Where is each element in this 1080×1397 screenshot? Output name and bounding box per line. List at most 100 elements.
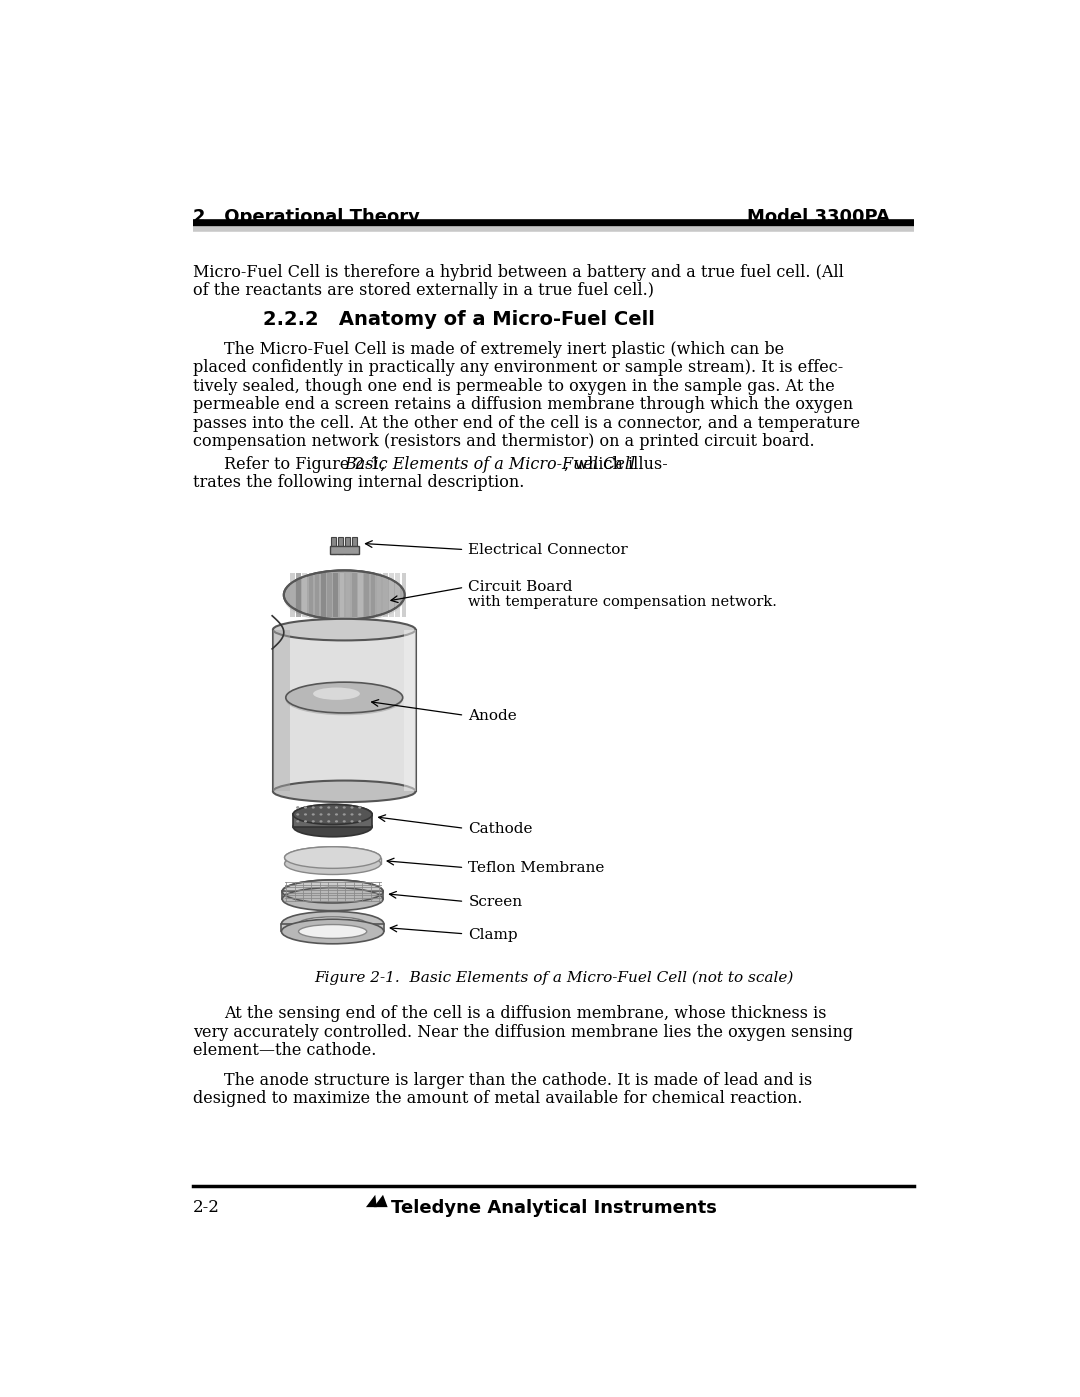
Ellipse shape [320, 806, 323, 809]
Text: permeable end a screen retains a diffusion membrane through which the oxygen: permeable end a screen retains a diffusi… [193, 397, 853, 414]
Ellipse shape [342, 813, 346, 816]
Bar [346, 538, 350, 555]
Ellipse shape [293, 817, 373, 837]
Text: Basic Elements of a Micro-Fuel Cell: Basic Elements of a Micro-Fuel Cell [345, 455, 635, 472]
Ellipse shape [359, 820, 362, 823]
Ellipse shape [296, 820, 299, 823]
Text: Clamp: Clamp [469, 928, 518, 942]
Ellipse shape [312, 806, 314, 809]
Text: of the reactants are stored externally in a true fuel cell.): of the reactants are stored externally i… [193, 282, 654, 299]
Text: The Micro-Fuel Cell is made of extremely inert plastic (which can be: The Micro-Fuel Cell is made of extremely… [225, 341, 784, 358]
Ellipse shape [327, 820, 330, 823]
Polygon shape [273, 630, 291, 791]
Ellipse shape [342, 820, 346, 823]
Ellipse shape [286, 685, 403, 715]
Bar [291, 573, 295, 617]
Text: placed confidently in practically any environment or sample stream). It is effec: placed confidently in practically any en… [193, 359, 843, 376]
Ellipse shape [342, 813, 346, 816]
Text: Anode: Anode [469, 710, 517, 724]
Ellipse shape [359, 806, 362, 809]
Ellipse shape [312, 820, 314, 823]
Bar [359, 573, 363, 617]
Ellipse shape [320, 806, 323, 809]
Bar [389, 573, 394, 617]
Text: Teledyne Analytical Instruments: Teledyne Analytical Instruments [391, 1200, 717, 1217]
Text: Electrical Connector: Electrical Connector [469, 543, 627, 557]
Bar [370, 573, 375, 617]
Polygon shape [282, 891, 383, 900]
Ellipse shape [293, 805, 373, 824]
Ellipse shape [284, 573, 405, 623]
Polygon shape [282, 923, 383, 932]
Ellipse shape [350, 820, 353, 823]
Polygon shape [366, 1194, 377, 1207]
Ellipse shape [320, 813, 323, 816]
Ellipse shape [327, 806, 330, 809]
Ellipse shape [350, 820, 353, 823]
Bar [302, 573, 307, 617]
Bar [338, 538, 343, 555]
Text: At the sensing end of the cell is a diffusion membrane, whose thickness is: At the sensing end of the cell is a diff… [225, 1006, 826, 1023]
Ellipse shape [303, 813, 307, 816]
Ellipse shape [296, 806, 299, 809]
Polygon shape [298, 923, 367, 932]
Ellipse shape [303, 820, 307, 823]
Ellipse shape [303, 820, 307, 823]
Ellipse shape [342, 806, 346, 809]
Text: 2.2.2   Anatomy of a Micro-Fuel Cell: 2.2.2 Anatomy of a Micro-Fuel Cell [262, 310, 654, 330]
Text: Micro-Fuel Cell is therefore a hybrid between a battery and a true fuel cell. (A: Micro-Fuel Cell is therefore a hybrid be… [193, 264, 843, 281]
Ellipse shape [284, 847, 380, 869]
Ellipse shape [296, 820, 299, 823]
Ellipse shape [273, 781, 416, 802]
Bar [352, 573, 356, 617]
Polygon shape [293, 814, 373, 827]
Bar [314, 573, 320, 617]
Ellipse shape [327, 820, 330, 823]
Ellipse shape [335, 820, 338, 823]
Ellipse shape [312, 806, 314, 809]
Text: Circuit Board: Circuit Board [469, 580, 572, 594]
Ellipse shape [335, 813, 338, 816]
Text: Refer to Figure 2-1,: Refer to Figure 2-1, [225, 455, 391, 472]
Ellipse shape [320, 820, 323, 823]
Ellipse shape [284, 854, 380, 875]
Text: trates the following internal description.: trates the following internal descriptio… [193, 474, 525, 492]
Polygon shape [374, 1194, 388, 1207]
Ellipse shape [282, 911, 383, 936]
Ellipse shape [359, 820, 362, 823]
Ellipse shape [335, 813, 338, 816]
Ellipse shape [359, 813, 362, 816]
Text: Screen: Screen [469, 895, 523, 909]
Ellipse shape [350, 813, 353, 816]
Bar [296, 573, 301, 617]
Bar [321, 573, 326, 617]
Ellipse shape [335, 806, 338, 809]
Text: designed to maximize the amount of metal available for chemical reaction.: designed to maximize the amount of metal… [193, 1090, 802, 1106]
Ellipse shape [282, 919, 383, 944]
Ellipse shape [293, 805, 373, 824]
Bar [395, 573, 400, 617]
Text: passes into the cell. At the other end of the cell is a connector, and a tempera: passes into the cell. At the other end o… [193, 415, 861, 432]
Ellipse shape [296, 813, 299, 816]
Text: Cathode: Cathode [469, 823, 532, 837]
Text: very accurately controlled. Near the diffusion membrane lies the oxygen sensing: very accurately controlled. Near the dif… [193, 1024, 853, 1041]
Ellipse shape [296, 813, 299, 816]
Ellipse shape [335, 806, 338, 809]
Bar [329, 546, 359, 555]
Bar [339, 573, 345, 617]
Text: element—the cathode.: element—the cathode. [193, 1042, 377, 1059]
Text: Teflon Membrane: Teflon Membrane [469, 862, 605, 876]
Text: Figure 2-1.  Basic Elements of a Micro-Fuel Cell (not to scale): Figure 2-1. Basic Elements of a Micro-Fu… [314, 971, 793, 985]
Ellipse shape [284, 570, 405, 620]
Text: The anode structure is larger than the cathode. It is made of lead and is: The anode structure is larger than the c… [225, 1071, 812, 1088]
Ellipse shape [359, 813, 362, 816]
Ellipse shape [298, 925, 367, 939]
Ellipse shape [342, 806, 346, 809]
Ellipse shape [284, 847, 380, 869]
Ellipse shape [303, 806, 307, 809]
Ellipse shape [312, 813, 314, 816]
Bar [377, 573, 381, 617]
Bar [309, 573, 313, 617]
Text: , which illus-: , which illus- [564, 455, 667, 472]
Ellipse shape [273, 619, 416, 640]
